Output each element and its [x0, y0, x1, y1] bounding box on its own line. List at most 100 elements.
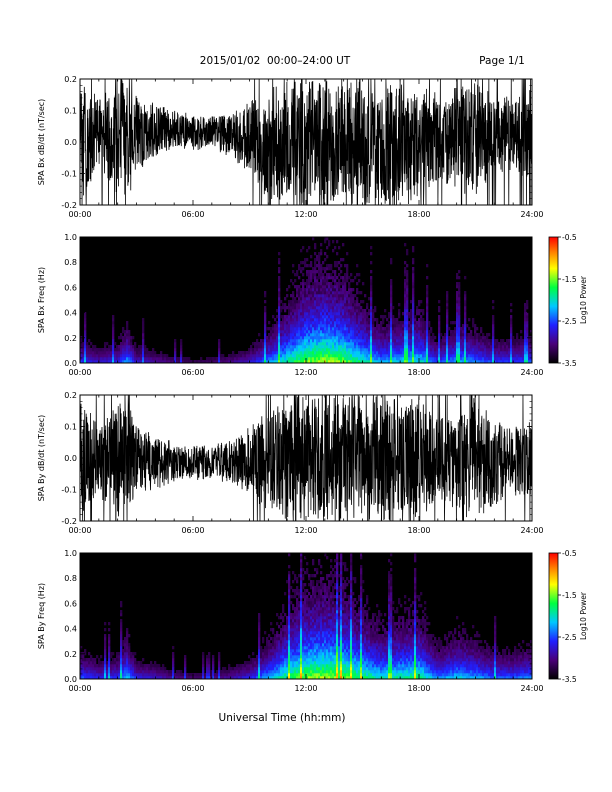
spectrogram-cell: [106, 676, 109, 680]
spectrogram-cell: [96, 360, 99, 364]
spectrogram-cell: [428, 339, 431, 343]
spectrogram-cell: [286, 351, 289, 355]
spectrogram-cell: [272, 360, 275, 364]
spectrogram-cell: [520, 360, 523, 364]
spectrogram-cell: [270, 327, 273, 331]
spectrogram-cell: [370, 252, 373, 256]
spectrogram-cell: [220, 354, 223, 358]
spectrogram-cell: [106, 351, 109, 355]
spectrogram-cell: [268, 649, 271, 653]
spectrogram-cell: [132, 348, 135, 352]
spectrogram-cell: [300, 577, 303, 581]
spectrogram-cell: [184, 661, 187, 665]
spectrogram-cell: [342, 282, 345, 286]
spectrogram-cell: [274, 345, 277, 349]
spectrogram-cell: [128, 354, 131, 358]
spectrogram-cell: [312, 562, 315, 566]
spectrogram-cell: [308, 291, 311, 295]
spectrogram-cell: [152, 676, 155, 680]
spectrogram-cell: [442, 357, 445, 361]
spectrogram-cell: [346, 252, 349, 256]
spectrogram-cell: [302, 658, 305, 662]
spectrogram-cell: [300, 327, 303, 331]
spectrogram-cell: [374, 333, 377, 337]
spectrogram-cell: [308, 264, 311, 268]
spectrogram-cell: [310, 652, 313, 656]
spectrogram-cell: [382, 333, 385, 337]
spectrogram-cell: [354, 312, 357, 316]
spectrogram-cell: [144, 348, 147, 352]
spectrogram-cell: [466, 354, 469, 358]
spectrogram-cell: [316, 637, 319, 641]
spectrogram-cell: [342, 336, 345, 340]
spectrogram-cell: [310, 297, 313, 301]
spectrogram-cell: [318, 625, 321, 629]
spectrogram-cell: [126, 357, 129, 361]
spectrogram-cell: [144, 357, 147, 361]
spectrogram-cell: [236, 360, 239, 364]
spectrogram-cell: [360, 351, 363, 355]
spectrogram-cell: [296, 270, 299, 274]
spectrogram-cell: [372, 339, 375, 343]
spectrogram-cell: [286, 664, 289, 668]
spectrogram-cell: [318, 589, 321, 593]
spectrogram-cell: [510, 333, 513, 337]
spectrogram-cell: [316, 264, 319, 268]
spectrogram-cell: [330, 670, 333, 674]
spectrogram-cell: [498, 345, 501, 349]
spectrogram-cell: [484, 351, 487, 355]
spectrogram-cell: [94, 676, 97, 680]
spectrogram-cell: [350, 297, 353, 301]
spectrogram-cell: [446, 354, 449, 358]
spectrogram-cell: [298, 351, 301, 355]
spectrogram-cell: [308, 306, 311, 310]
spectrogram-cell: [142, 658, 145, 662]
spectrogram-cell: [328, 613, 331, 617]
spectrogram-cell: [468, 327, 471, 331]
spectrogram-cell: [238, 354, 241, 358]
spectrogram-cell: [292, 282, 295, 286]
spectrogram-cell: [236, 673, 239, 677]
spectrogram-cell: [298, 321, 301, 325]
spectrogram-cell: [418, 345, 421, 349]
spectrogram-cell: [390, 327, 393, 331]
spectrogram-cell: [180, 676, 183, 680]
spectrogram-cell: [314, 279, 317, 283]
spectrogram-cell: [288, 565, 291, 569]
spectrogram-cell: [456, 312, 459, 316]
spectrogram-cell: [290, 333, 293, 337]
spectrogram-cell: [244, 661, 247, 665]
spectrogram-cell: [362, 336, 365, 340]
spectrogram-cell: [316, 255, 319, 259]
spectrogram-cell: [478, 342, 481, 346]
spectrogram-cell: [448, 354, 451, 358]
spectrogram-cell: [324, 607, 327, 611]
spectrogram-cell: [318, 330, 321, 334]
spectrogram-cell: [312, 300, 315, 304]
spectrogram-cell: [258, 354, 261, 358]
spectrogram-cell: [110, 655, 113, 659]
spectrogram-cell: [328, 360, 331, 364]
spectrogram-cell: [348, 303, 351, 307]
spectrogram-cell: [316, 342, 319, 346]
spectrogram-cell: [502, 342, 505, 346]
spectrogram-cell: [152, 348, 155, 352]
spectrogram-cell: [506, 342, 509, 346]
colorbar-tick-label: -1.5: [562, 275, 577, 284]
spectrogram-cell: [316, 646, 319, 650]
spectrogram-cell: [356, 288, 359, 292]
spectrogram-cell: [86, 658, 89, 662]
spectrogram-cell: [458, 357, 461, 361]
spectrogram-cell: [294, 342, 297, 346]
spectrogram-cell: [270, 354, 273, 358]
spectrogram-cell: [308, 607, 311, 611]
spectrogram-cell: [474, 342, 477, 346]
spectrogram-cell: [122, 658, 125, 662]
spectrogram-cell: [302, 667, 305, 671]
spectrogram-cell: [290, 312, 293, 316]
spectrogram-cell: [302, 676, 305, 680]
spectrogram-cell: [300, 336, 303, 340]
spectrogram-cell: [450, 357, 453, 361]
spectrogram-cell: [144, 676, 147, 680]
spectrogram-cell: [278, 270, 281, 274]
